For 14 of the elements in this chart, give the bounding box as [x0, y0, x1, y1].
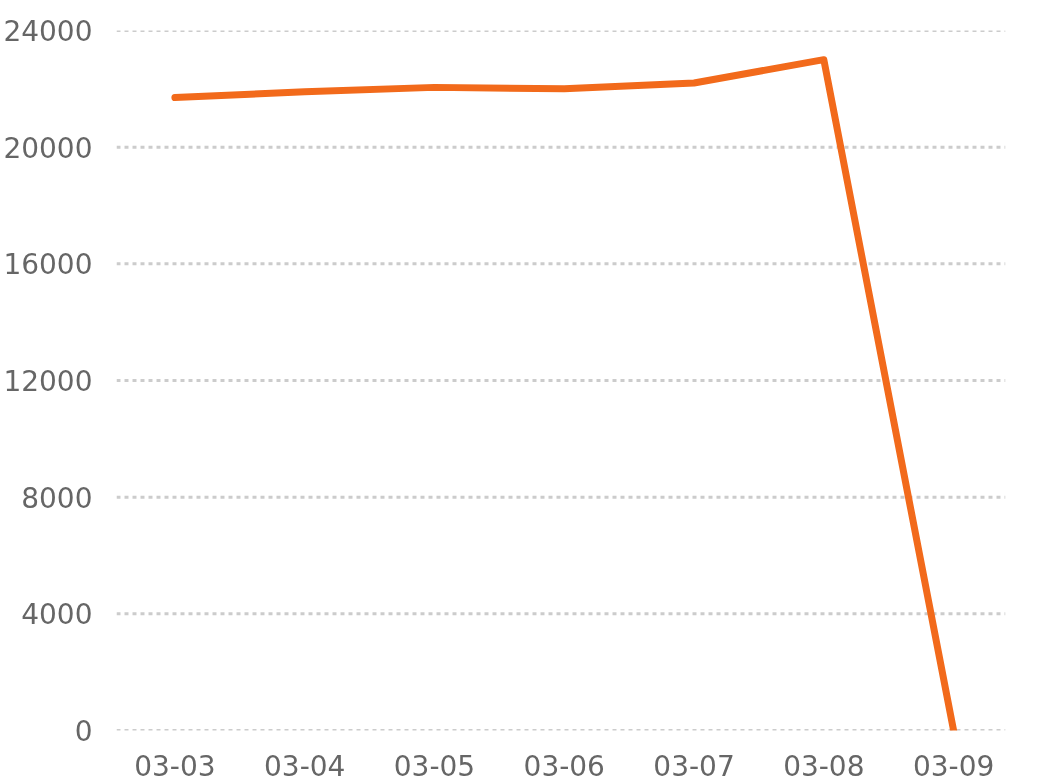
x-tick-label: 03-06 — [523, 749, 605, 783]
y-tick-label: 0 — [74, 715, 93, 748]
y-tick-label: 12000 — [3, 365, 93, 398]
x-tick-label: 03-03 — [134, 749, 216, 783]
x-tick-label: 03-05 — [393, 749, 476, 783]
x-tick-label: 03-07 — [653, 749, 735, 783]
x-tick-label: 03-09 — [912, 749, 995, 783]
y-tick-label: 8000 — [21, 481, 93, 515]
y-tick-label: 20000 — [3, 131, 93, 165]
x-tick-label: 03-04 — [264, 749, 346, 783]
y-tick-label: 16000 — [3, 248, 93, 282]
y-tick-label: 24000 — [3, 15, 93, 48]
x-tick-label: 03-08 — [783, 749, 865, 783]
y-tick-label: 4000 — [21, 598, 93, 632]
